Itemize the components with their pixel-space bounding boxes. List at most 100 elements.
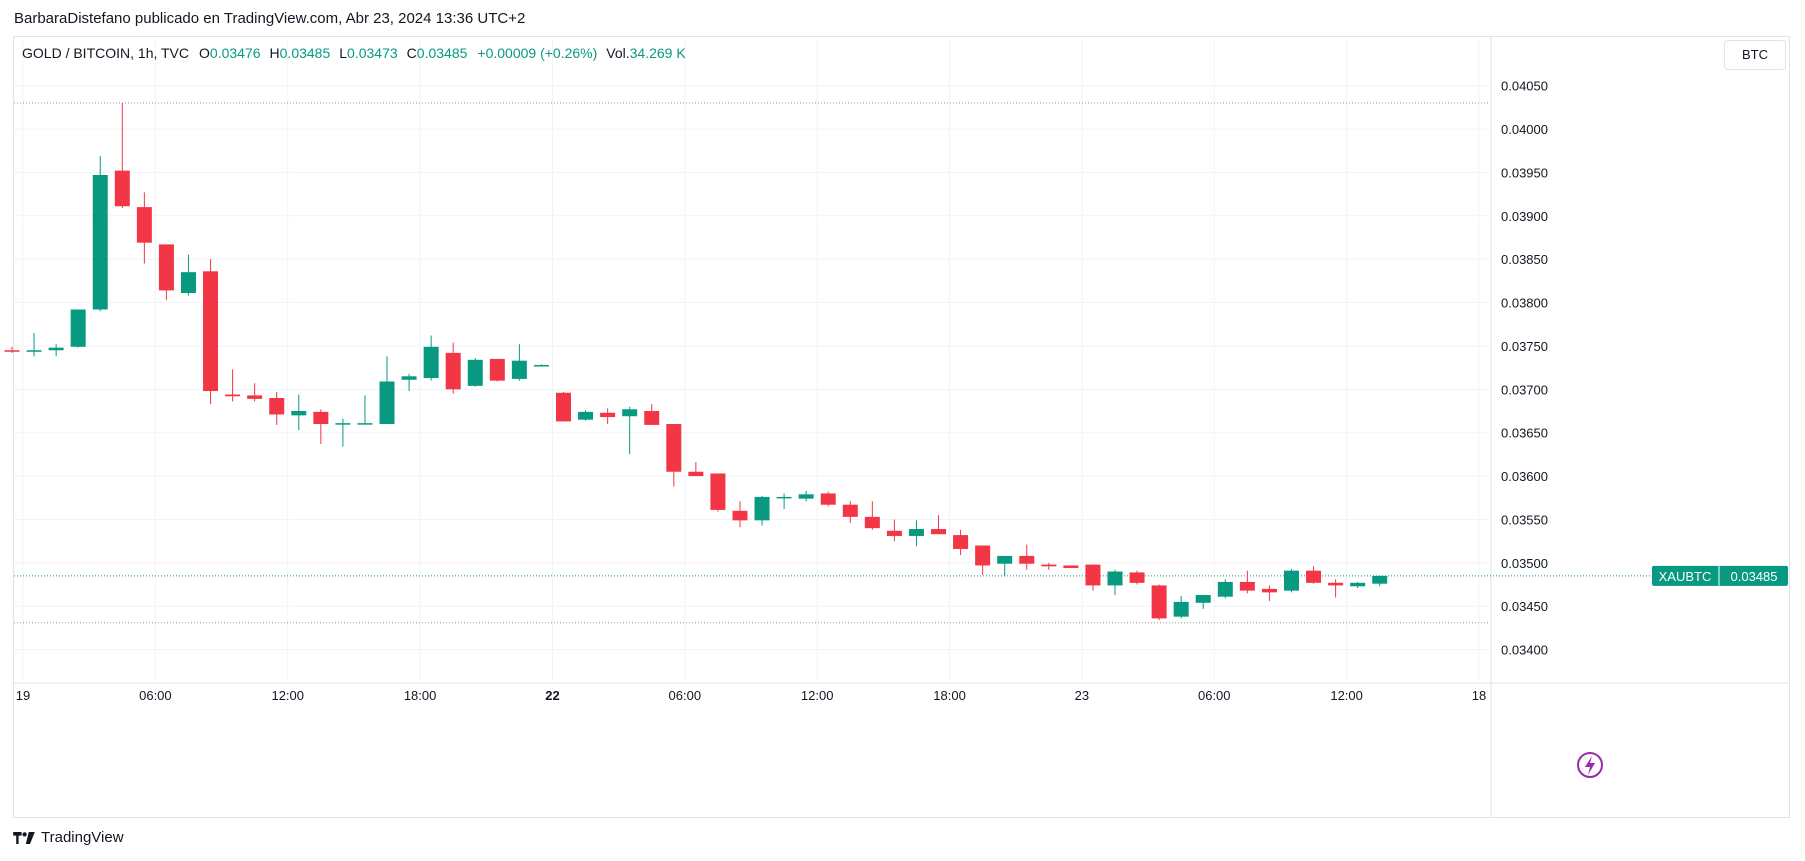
candle-body[interactable] <box>842 504 858 517</box>
candle-body[interactable] <box>798 494 814 499</box>
x-tick-label: 06:00 <box>1198 688 1231 703</box>
low-value: 0.03473 <box>347 45 398 61</box>
candle-body[interactable] <box>489 358 505 381</box>
candle-body[interactable] <box>357 423 373 425</box>
price-tag-value: 0.03485 <box>1731 569 1778 584</box>
candle-body[interactable] <box>136 207 152 243</box>
candle-body[interactable] <box>511 360 527 379</box>
candle-body[interactable] <box>997 555 1013 564</box>
candle-body[interactable] <box>225 394 241 397</box>
publish-caption: BarbaraDistefano publicado en TradingVie… <box>14 10 526 27</box>
candle-body[interactable] <box>1151 585 1167 619</box>
volume-value: 34.269 K <box>629 45 686 61</box>
candle-body[interactable] <box>886 530 902 536</box>
close-label: C <box>406 45 417 61</box>
high-label: H <box>269 45 280 61</box>
candle-body[interactable] <box>776 496 792 499</box>
x-tick-label: 06:00 <box>669 688 702 703</box>
x-tick-label: 18:00 <box>404 688 437 703</box>
candle-body[interactable] <box>931 529 947 535</box>
candle-body[interactable] <box>114 170 130 207</box>
candle-body[interactable] <box>313 411 329 425</box>
candle-body[interactable] <box>754 496 770 521</box>
x-tick-label: 22 <box>545 688 559 703</box>
candle-body[interactable] <box>1019 555 1035 564</box>
chart-frame <box>13 36 1790 818</box>
candle-body[interactable] <box>401 376 417 380</box>
candle-body[interactable] <box>1129 572 1145 583</box>
y-tick-label: 0.03600 <box>1501 469 1548 484</box>
candle-body[interactable] <box>1195 594 1211 603</box>
tradingview-logo-icon <box>13 831 35 844</box>
candle-body[interactable] <box>379 381 395 425</box>
candle-body[interactable] <box>1283 570 1299 591</box>
candle-body[interactable] <box>556 392 571 422</box>
candle-body[interactable] <box>1063 565 1079 569</box>
candle-body[interactable] <box>158 244 174 291</box>
candle-body[interactable] <box>423 346 439 379</box>
y-tick-label: 0.03450 <box>1501 599 1548 614</box>
candle-body[interactable] <box>70 309 86 347</box>
candle-body[interactable] <box>1173 601 1189 617</box>
x-tick-label: 12:00 <box>801 688 834 703</box>
candle-body[interactable] <box>467 359 483 386</box>
candle-body[interactable] <box>1041 564 1057 567</box>
candle-body[interactable] <box>1350 582 1366 587</box>
y-tick-label: 0.03650 <box>1501 426 1548 441</box>
y-tick-label: 0.03700 <box>1501 382 1548 397</box>
x-tick-label: 23 <box>1075 688 1089 703</box>
x-tick-label: 18:00 <box>933 688 966 703</box>
candle-body[interactable] <box>732 510 748 521</box>
y-tick-label: 0.04000 <box>1501 122 1548 137</box>
x-tick-label: 19 <box>16 688 30 703</box>
close-value: 0.03485 <box>416 45 468 61</box>
candle-body[interactable] <box>644 411 660 425</box>
candle-body[interactable] <box>1261 588 1277 593</box>
candle-body[interactable] <box>445 352 461 390</box>
footer-brand-label: TradingView <box>41 829 124 846</box>
candle-body[interactable] <box>1239 581 1255 591</box>
candle-body[interactable] <box>269 397 285 415</box>
candle-body[interactable] <box>908 529 924 536</box>
candle-body[interactable] <box>180 272 196 294</box>
candle-body[interactable] <box>291 411 307 416</box>
candle-body[interactable] <box>710 473 726 510</box>
candle-body[interactable] <box>247 395 263 399</box>
y-tick-label: 0.04050 <box>1501 79 1548 94</box>
candle-body[interactable] <box>26 350 42 352</box>
price-tag <box>1652 565 1788 586</box>
candle-body[interactable] <box>975 545 991 566</box>
candle-body[interactable] <box>864 516 880 529</box>
footer-brand[interactable]: TradingView <box>13 829 124 846</box>
symbol-label[interactable]: GOLD / BITCOIN, 1h, TVC <box>22 45 190 61</box>
candle-body[interactable] <box>820 493 836 505</box>
currency-button[interactable]: BTC <box>1724 40 1786 70</box>
candle-body[interactable] <box>203 271 219 392</box>
candle-body[interactable] <box>48 347 64 351</box>
lightning-bolt-icon-glyph <box>1585 756 1595 775</box>
ohlc-legend: GOLD / BITCOIN, 1h, TVC O 0.03476 H 0.0348… <box>22 45 686 61</box>
candle-body[interactable] <box>533 365 549 367</box>
candle-body[interactable] <box>92 174 108 310</box>
candle-body[interactable] <box>1085 564 1101 586</box>
candle-body[interactable] <box>1107 571 1123 586</box>
candle-body[interactable] <box>578 411 594 420</box>
candle-body[interactable] <box>688 471 704 477</box>
candle-body[interactable] <box>953 535 969 549</box>
price-tag-symbol: XAUBTC <box>1659 569 1712 584</box>
x-tick-label: 12:00 <box>1330 688 1363 703</box>
candle-body[interactable] <box>4 350 20 352</box>
candle-body[interactable] <box>1372 575 1388 584</box>
y-tick-label: 0.03800 <box>1501 296 1548 311</box>
candle-body[interactable] <box>1306 570 1322 583</box>
x-tick-label: 18 <box>1472 688 1486 703</box>
candle-body[interactable] <box>622 409 638 417</box>
candle-body[interactable] <box>1328 582 1344 586</box>
candle-body[interactable] <box>600 412 616 418</box>
candle-body[interactable] <box>666 424 682 472</box>
candle-body[interactable] <box>335 423 351 425</box>
x-tick-label: 06:00 <box>139 688 172 703</box>
candle-body[interactable] <box>1217 581 1233 597</box>
volume-label: Vol. <box>606 45 630 61</box>
